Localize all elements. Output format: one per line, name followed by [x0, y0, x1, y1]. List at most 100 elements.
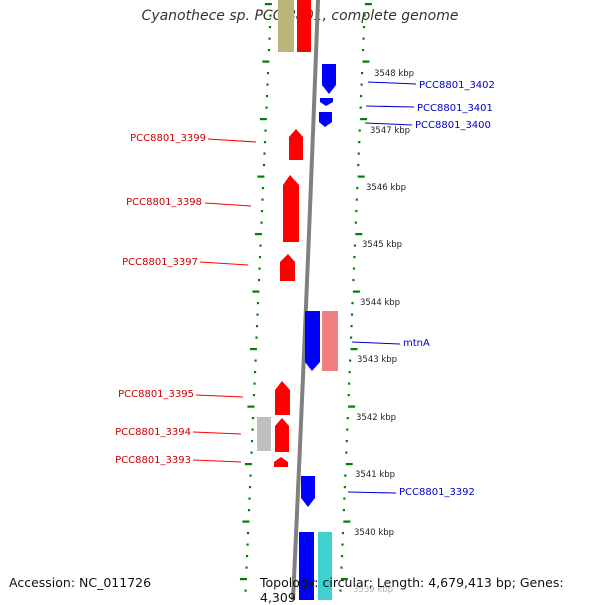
- gene-blue-bottom[interactable]: [299, 532, 314, 600]
- leader-line: [364, 122, 413, 126]
- leader-line: [207, 138, 257, 143]
- left-tick: [259, 244, 262, 247]
- left-tick: [258, 256, 262, 259]
- right-tick: [343, 520, 351, 523]
- right-tick: [355, 210, 358, 213]
- left-tick: [248, 497, 251, 500]
- scale-label-3548: 3548 kbp: [374, 69, 414, 79]
- right-tick: [345, 463, 353, 466]
- gene-label-pcc8801-3394[interactable]: PCC8801_3394: [115, 427, 191, 438]
- right-tick: [347, 394, 350, 397]
- pseudo-gene-top[interactable]: [278, 0, 294, 52]
- gene-label-pcc8801-3392[interactable]: PCC8801_3392: [399, 487, 475, 498]
- left-tick: [244, 589, 247, 592]
- topology-label: Topology: circular; Length: 4,679,413 bp…: [260, 575, 564, 605]
- left-tick: [253, 371, 257, 374]
- left-tick: [246, 532, 250, 535]
- gene-label-pcc8801-3395[interactable]: PCC8801_3395: [118, 389, 194, 400]
- right-tick: [360, 95, 363, 98]
- leader-line: [192, 459, 242, 463]
- gene-label-pcc8801-3400[interactable]: PCC8801_3400: [415, 120, 491, 131]
- leader-line: [192, 431, 242, 435]
- left-tick: [247, 509, 251, 512]
- right-tick: [346, 428, 349, 431]
- gene-label-pcc8801-3399[interactable]: PCC8801_3399: [130, 133, 206, 144]
- right-tick: [352, 279, 355, 282]
- gene-label-pcc8801-3398[interactable]: PCC8801_3398: [126, 197, 202, 208]
- left-tick: [256, 313, 259, 316]
- right-tick: [345, 451, 348, 454]
- right-tick: [352, 267, 356, 270]
- gene-pcc8801-3400[interactable]: [319, 112, 332, 127]
- leader-line: [195, 394, 244, 398]
- left-tick: [248, 486, 252, 489]
- gene-red-top[interactable]: [297, 0, 311, 52]
- gene-label-mtna[interactable]: mtnA: [403, 338, 430, 349]
- gene-pcc8801-3395[interactable]: [275, 381, 290, 415]
- right-tick: [351, 302, 354, 305]
- gene-mtna[interactable]: [305, 311, 320, 371]
- right-tick: [340, 578, 348, 581]
- right-tick: [357, 164, 360, 167]
- right-tick: [355, 233, 363, 236]
- left-tick: [262, 164, 266, 167]
- left-tick: [246, 543, 249, 546]
- right-tick: [339, 589, 342, 592]
- gene-label-pcc8801-3402[interactable]: PCC8801_3402: [419, 80, 495, 91]
- rna-gene-bottom[interactable]: [318, 532, 332, 600]
- left-tick: [259, 118, 267, 121]
- right-tick: [343, 486, 346, 489]
- left-tick: [251, 417, 255, 420]
- left-tick: [245, 566, 248, 569]
- leader-line: [199, 261, 249, 266]
- right-tick: [354, 221, 357, 224]
- right-tick: [342, 509, 345, 512]
- right-tick: [362, 26, 366, 29]
- genome-backbone: [291, 0, 320, 600]
- left-tick: [250, 440, 254, 443]
- gene-label-pcc8801-3393[interactable]: PCC8801_3393: [115, 455, 191, 466]
- right-tick: [345, 440, 348, 443]
- left-tick: [247, 405, 255, 408]
- left-tick: [256, 302, 260, 305]
- right-tick: [360, 118, 368, 121]
- gene-pcc8801-3398[interactable]: [283, 175, 299, 242]
- scale-label-3539: 3539 kbp: [353, 585, 393, 595]
- misc-feature-3394[interactable]: [257, 417, 271, 451]
- leader-line: [365, 105, 415, 108]
- pseudo-gene-mtna[interactable]: [322, 311, 338, 371]
- scale-label-3541: 3541 kbp: [355, 470, 395, 480]
- gene-pcc8801-3401[interactable]: [320, 98, 333, 106]
- left-tick: [262, 60, 270, 63]
- right-tick: [344, 474, 347, 477]
- right-tick: [362, 37, 365, 40]
- left-tick: [266, 72, 270, 75]
- gene-pcc8801-3393[interactable]: [274, 457, 288, 467]
- leader-line: [347, 491, 397, 494]
- gene-pcc8801-3394[interactable]: [275, 418, 289, 452]
- right-tick: [357, 175, 365, 178]
- left-tick: [254, 233, 262, 236]
- gene-label-pcc8801-3397[interactable]: PCC8801_3397: [122, 257, 198, 268]
- left-tick: [253, 382, 256, 385]
- left-tick: [268, 26, 272, 29]
- left-tick: [260, 210, 264, 213]
- left-tick: [255, 336, 258, 339]
- left-tick: [260, 221, 263, 224]
- gene-pcc8801-3397[interactable]: [280, 254, 295, 281]
- left-tick: [264, 3, 272, 6]
- right-tick: [343, 497, 346, 500]
- left-tick: [251, 428, 254, 431]
- scale-label-3540: 3540 kbp: [354, 528, 394, 538]
- right-tick: [350, 325, 353, 328]
- right-tick: [360, 83, 363, 86]
- right-tick: [340, 555, 344, 558]
- gene-pcc8801-3402[interactable]: [322, 64, 336, 94]
- leader-line: [367, 81, 417, 85]
- gene-pcc8801-3399[interactable]: [289, 129, 303, 160]
- right-tick: [346, 417, 349, 420]
- gene-label-pcc8801-3401[interactable]: PCC8801_3401: [417, 103, 493, 114]
- gene-pcc8801-3392[interactable]: [301, 476, 315, 507]
- right-tick: [341, 543, 344, 546]
